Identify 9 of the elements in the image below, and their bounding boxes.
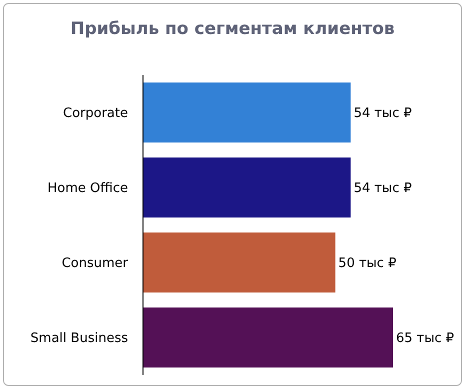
y-tick-label: Consumer	[62, 256, 129, 272]
y-tick-label: Corporate	[63, 106, 128, 122]
data-label: 65 тыс ₽	[396, 331, 454, 346]
y-tick-label: Home Office	[48, 181, 128, 196]
data-label: 54 тыс ₽	[354, 181, 412, 196]
data-label: 54 тыс ₽	[354, 106, 412, 122]
chart-title: Прибыль по сегментам клиентов	[70, 19, 395, 39]
data-label: 50 тыс ₽	[338, 256, 396, 272]
y-tick-label: Small Business	[30, 331, 128, 346]
